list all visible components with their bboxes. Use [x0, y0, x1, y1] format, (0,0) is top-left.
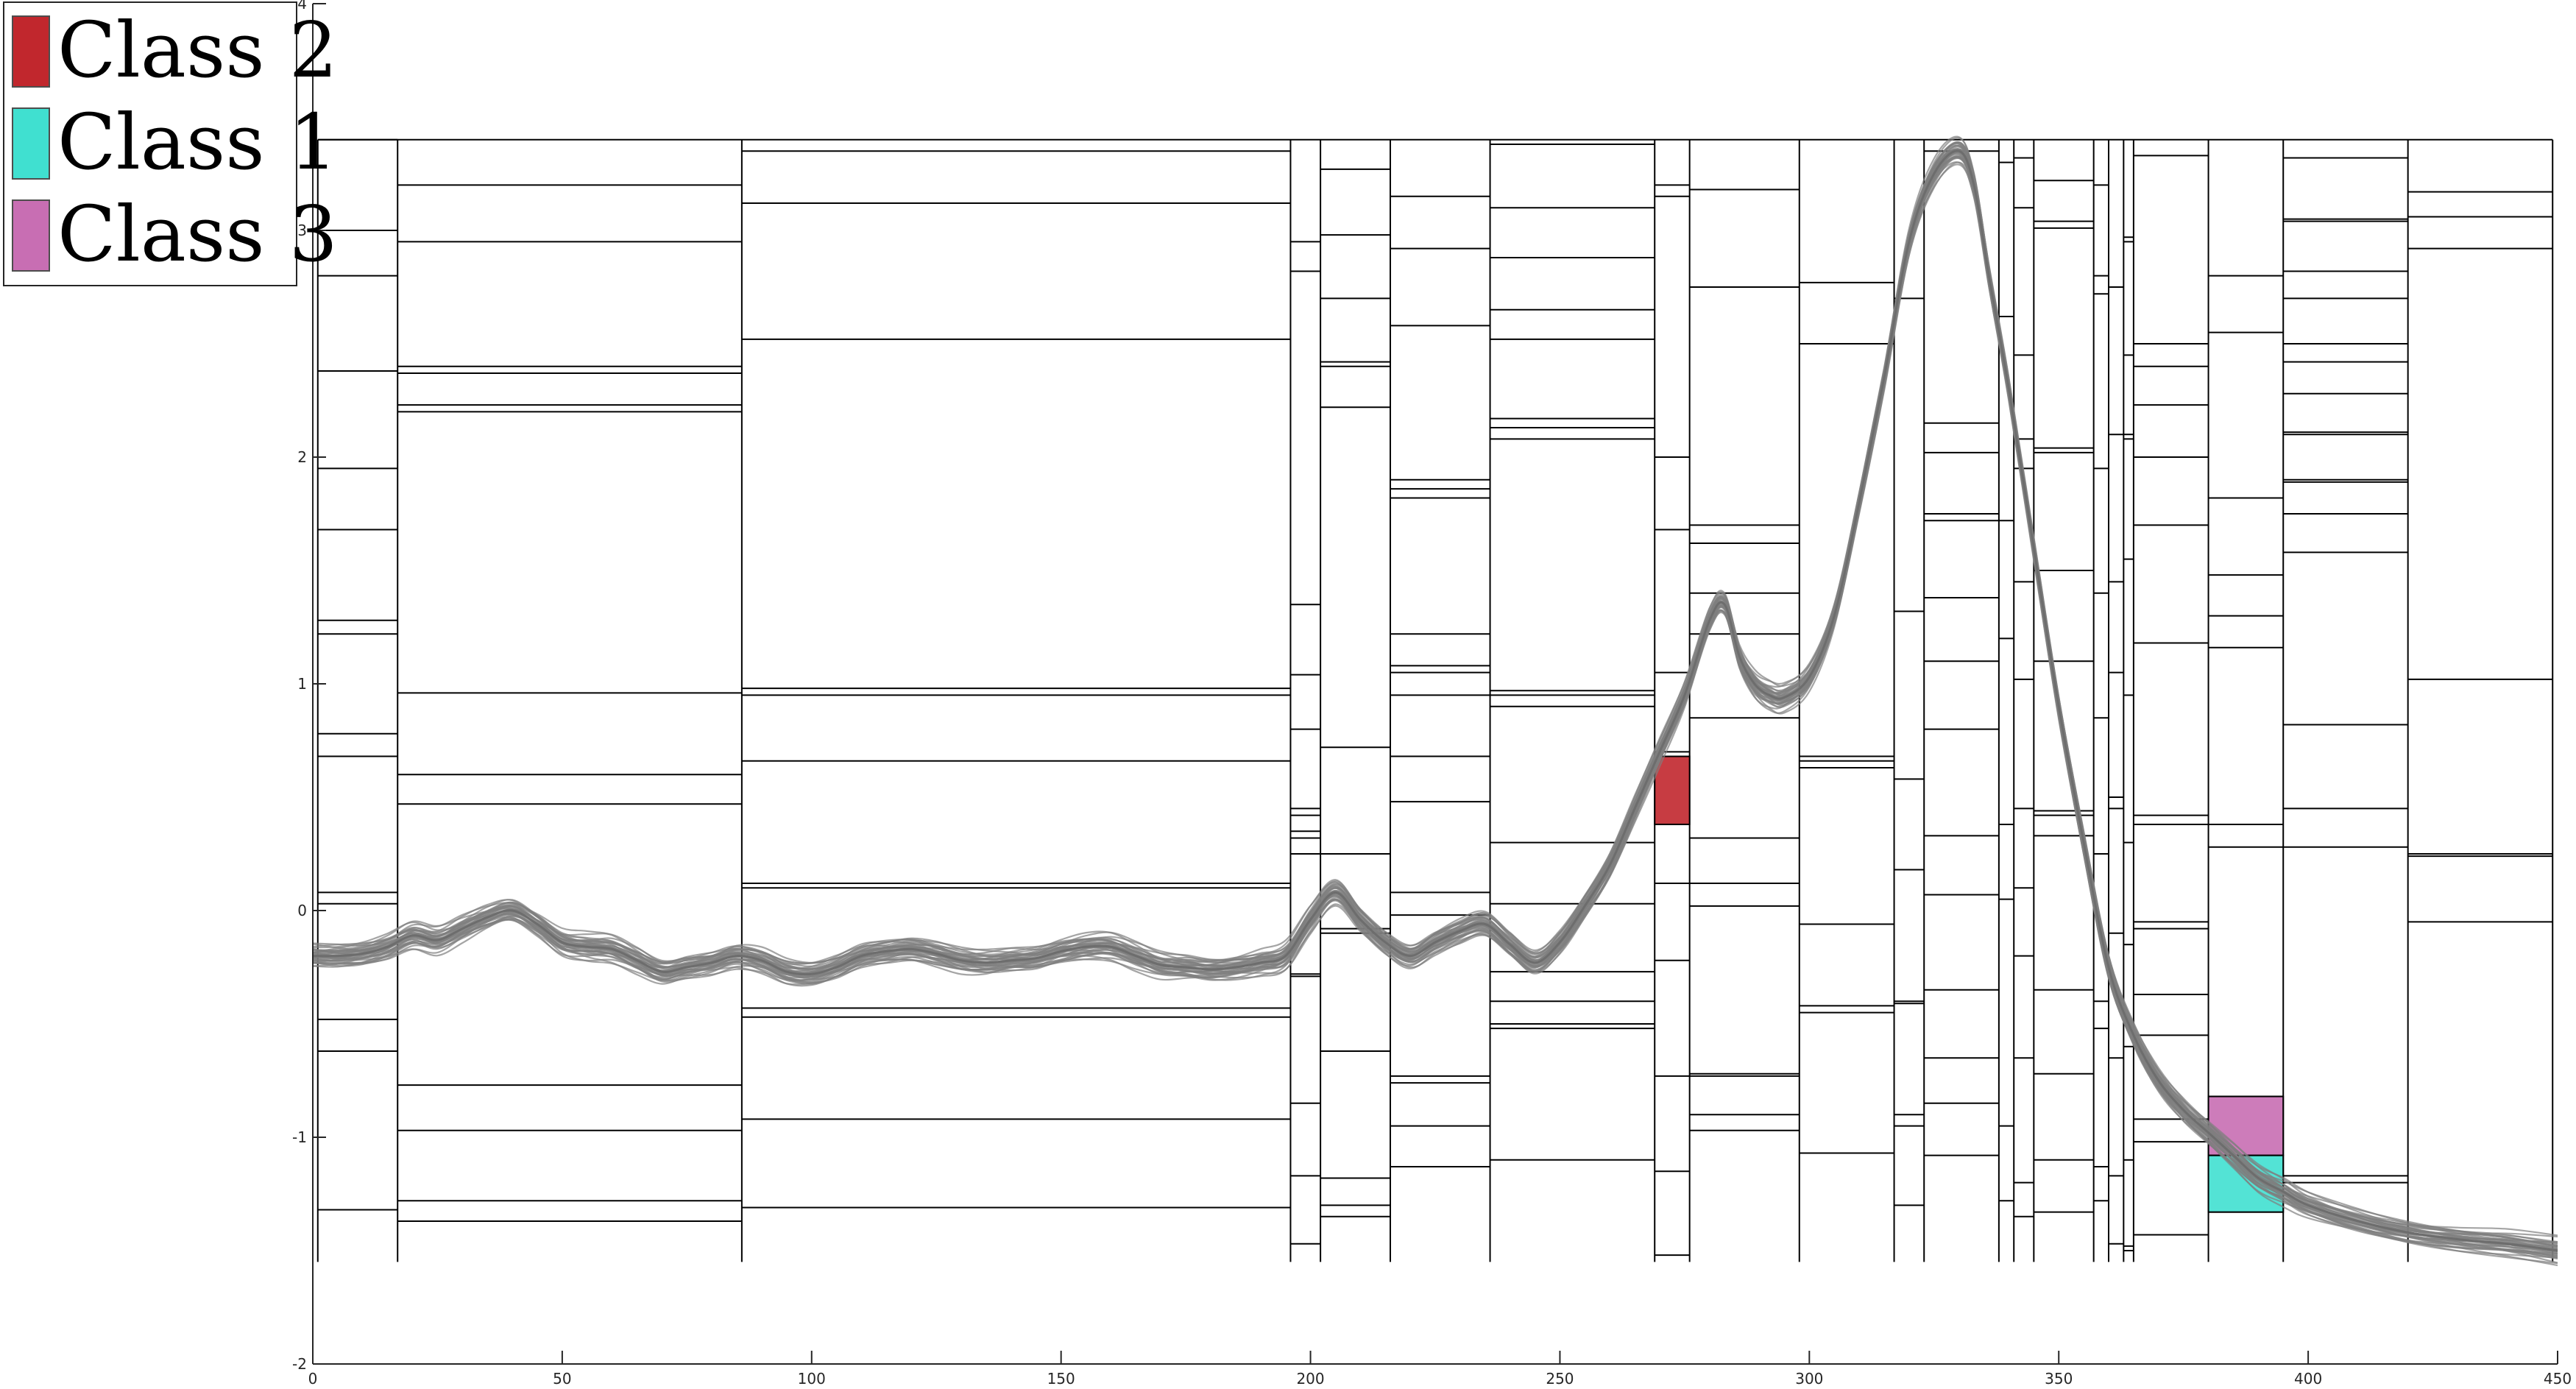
trace-line	[312, 137, 2558, 1238]
trace-bundle	[312, 135, 2558, 1267]
trace-line	[312, 156, 2558, 1259]
trace-line	[312, 144, 2558, 1248]
trace-line	[312, 151, 2558, 1255]
trace-line	[312, 155, 2558, 1256]
x-tick-label: 450	[2544, 1370, 2572, 1388]
x-tick-label: 150	[1047, 1370, 1075, 1388]
trace-line	[312, 156, 2558, 1255]
x-tick-label: 200	[1296, 1370, 1324, 1388]
trace-line	[312, 152, 2558, 1253]
x-tick-label: 300	[1795, 1370, 1823, 1388]
trace-line	[312, 141, 2558, 1243]
axes: 0 50 100 150 200 250 300 350 400 450 -2 -1 0 1 2 3 4	[292, 0, 2572, 1388]
partition-grid	[316, 138, 2554, 1262]
trace-line	[312, 151, 2558, 1257]
trace-line	[312, 148, 2558, 1248]
legend-label-class-3: Class 3	[57, 189, 338, 279]
x-tick-label: 100	[798, 1370, 826, 1388]
trace-line	[312, 141, 2558, 1246]
trace-line	[312, 148, 2558, 1252]
region-class-2	[1654, 755, 1691, 825]
legend-swatch-class-1	[12, 107, 50, 180]
trace-line	[312, 155, 2558, 1259]
trace-line	[312, 157, 2558, 1259]
legend-box	[3, 1, 297, 286]
y-tick-label: 3	[297, 222, 307, 239]
y-tick-label: 2	[297, 448, 307, 466]
trace-line	[312, 141, 2558, 1248]
y-tick-label: -2	[292, 1355, 307, 1373]
legend-swatch-class-2	[12, 15, 50, 88]
y-tick-label: 1	[297, 675, 307, 693]
trace-line	[312, 148, 2558, 1252]
y-tick-label: 0	[297, 902, 307, 919]
legend-label-class-2: Class 2	[57, 5, 338, 95]
y-tick-label: -1	[292, 1128, 307, 1146]
x-tick-label: 250	[1546, 1370, 1574, 1388]
trace-line	[312, 135, 2558, 1237]
legend-label-class-1: Class 1	[57, 97, 338, 187]
x-tick-label: 50	[553, 1370, 571, 1388]
trace-line	[312, 151, 2558, 1254]
y-tick-label: 4	[297, 0, 307, 13]
x-tick-label: 350	[2045, 1370, 2073, 1388]
x-tick-label: 0	[308, 1370, 318, 1388]
trace-line	[312, 153, 2558, 1257]
trace-line	[312, 157, 2558, 1260]
trace-line	[312, 150, 2558, 1250]
legend-swatch-class-3	[12, 199, 50, 272]
trace-line	[312, 155, 2558, 1254]
trace-median	[312, 149, 2558, 1252]
x-tick-label: 400	[2294, 1370, 2322, 1388]
